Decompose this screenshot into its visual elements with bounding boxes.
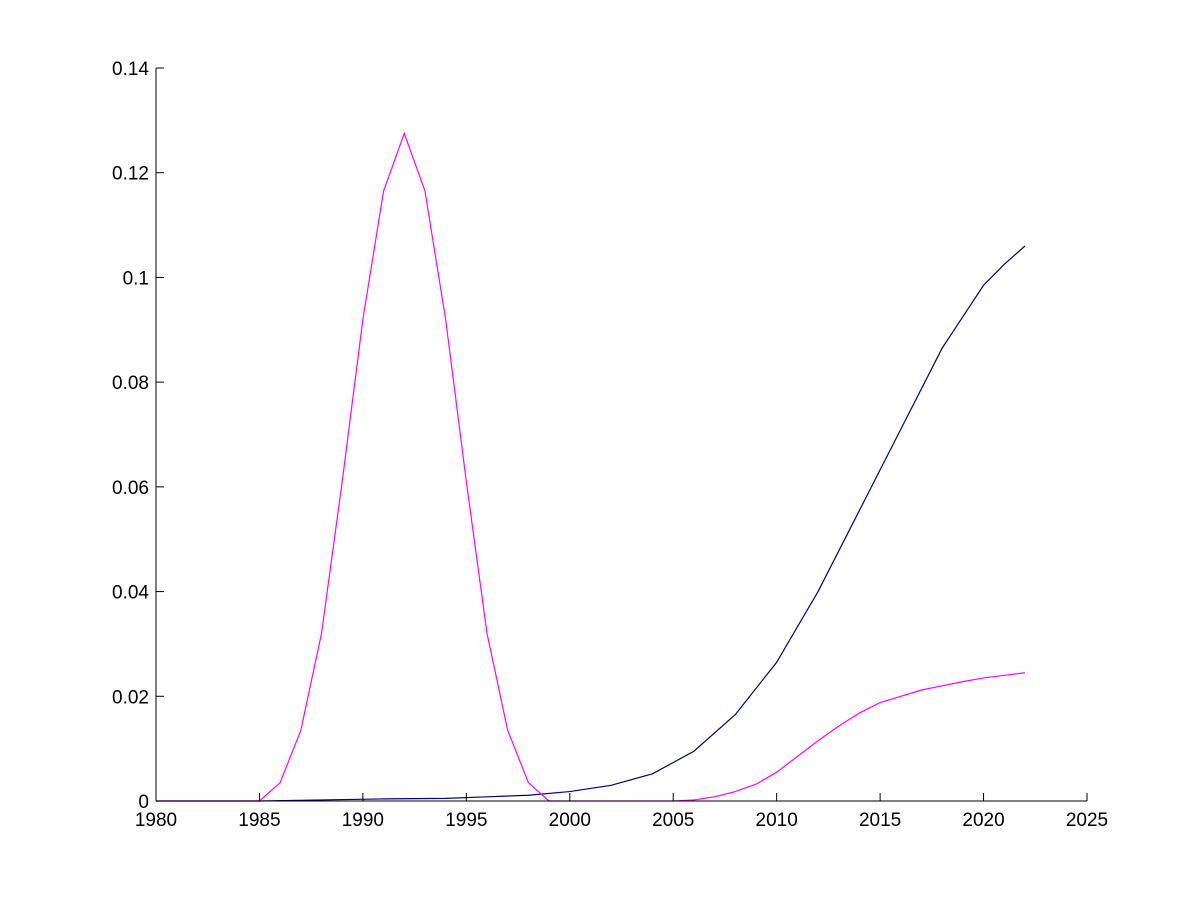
x-tick-label: 1990 <box>342 810 384 831</box>
y-tick-label: 0.14 <box>112 59 149 80</box>
series-line-2 <box>156 131 1026 802</box>
y-tick-label: 0.08 <box>112 373 149 394</box>
ticks-layer: 1980 1985 1990 1995 2000 2005 2010 2015 2020 2025… <box>112 59 1108 831</box>
x-tick-label: 1980 <box>135 810 177 831</box>
x-tick-label: 1985 <box>238 810 280 831</box>
series-layer <box>156 131 1026 802</box>
x-tick-label: 2005 <box>652 810 694 831</box>
y-tick-label: 0.04 <box>112 583 149 604</box>
x-tick-label: 1995 <box>445 810 487 831</box>
y-tick-label: 0.12 <box>112 164 149 185</box>
x-tick-label: 2020 <box>962 810 1004 831</box>
y-tick-label: 0.06 <box>112 478 149 499</box>
x-tick-label: 2015 <box>859 810 901 831</box>
x-tick-label: 2010 <box>756 810 798 831</box>
x-tick-label: 2000 <box>549 810 591 831</box>
x-tick-label: 2025 <box>1066 810 1108 831</box>
y-tick-label: 0.02 <box>112 687 149 708</box>
y-tick-label: 0.1 <box>123 268 149 289</box>
y-tick-label: 0 <box>138 792 149 813</box>
axes-layer <box>155 68 1087 802</box>
series-line-1 <box>156 245 1026 802</box>
